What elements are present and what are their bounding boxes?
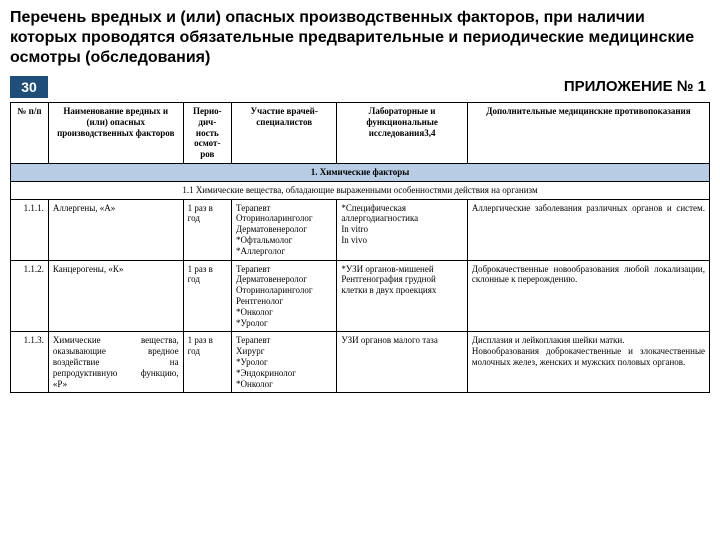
col-doctors: Участие врачей-специалистов	[232, 103, 337, 164]
cell-num: 1.1.2.	[11, 260, 49, 332]
col-contra: Дополнительные медицинские противопоказа…	[467, 103, 709, 164]
col-period: Перио-дич-ность осмот-ров	[183, 103, 231, 164]
cell-lab: *УЗИ органов-мишенейРентгенография грудн…	[337, 260, 468, 332]
cell-period: 1 раз в год	[183, 199, 231, 260]
subsection-row: 1.1 Химические вещества, обладающие выра…	[11, 181, 710, 199]
cell-name: Химические вещества,оказывающие вредноев…	[48, 332, 183, 393]
header-bar: 30 ПРИЛОЖЕНИЕ № 1	[10, 76, 710, 98]
table-header-row: № п/п Наименование вредных и (или) опасн…	[11, 103, 710, 164]
cell-period: 1 раз в год	[183, 332, 231, 393]
col-lab: Лабораторные и функциональные исследован…	[337, 103, 468, 164]
cell-doctors: ТерапевтДерматовенерологОториноларинголо…	[232, 260, 337, 332]
slide-number: 30	[10, 76, 48, 98]
cell-name: Аллергены, «А»	[48, 199, 183, 260]
cell-num: 1.1.1.	[11, 199, 49, 260]
cell-contra: Дисплазия и лейкоплакия шейки матки.Ново…	[467, 332, 709, 393]
cell-period: 1 раз в год	[183, 260, 231, 332]
appendix-label: ПРИЛОЖЕНИЕ № 1	[48, 76, 710, 98]
cell-num: 1.1.3.	[11, 332, 49, 393]
factors-table: № п/п Наименование вредных и (или) опасн…	[10, 102, 710, 393]
table-row: 1.1.3. Химические вещества,оказывающие в…	[11, 332, 710, 393]
col-name: Наименование вредных и (или) опасных про…	[48, 103, 183, 164]
table-row: 1.1.1. Аллергены, «А» 1 раз в год Терапе…	[11, 199, 710, 260]
subsection-cell: 1.1 Химические вещества, обладающие выра…	[11, 181, 710, 199]
cell-doctors: ТерапевтОториноларингологДерматовенероло…	[232, 199, 337, 260]
cell-contra: Доброкачественные новообразования любой …	[467, 260, 709, 332]
cell-lab: УЗИ органов малого таза	[337, 332, 468, 393]
cell-name: Канцерогены, «К»	[48, 260, 183, 332]
section-row: 1. Химические факторы	[11, 163, 710, 181]
page-title: Перечень вредных и (или) опасных произво…	[10, 8, 710, 68]
cell-contra: Аллергические заболевания различных орга…	[467, 199, 709, 260]
cell-lab: *Специфическая аллергодиагностикаIn vitr…	[337, 199, 468, 260]
table-row: 1.1.2. Канцерогены, «К» 1 раз в год Тера…	[11, 260, 710, 332]
col-num: № п/п	[11, 103, 49, 164]
section-cell: 1. Химические факторы	[11, 163, 710, 181]
cell-doctors: ТерапевтХирург*Уролог*Эндокринолог*Онкол…	[232, 332, 337, 393]
